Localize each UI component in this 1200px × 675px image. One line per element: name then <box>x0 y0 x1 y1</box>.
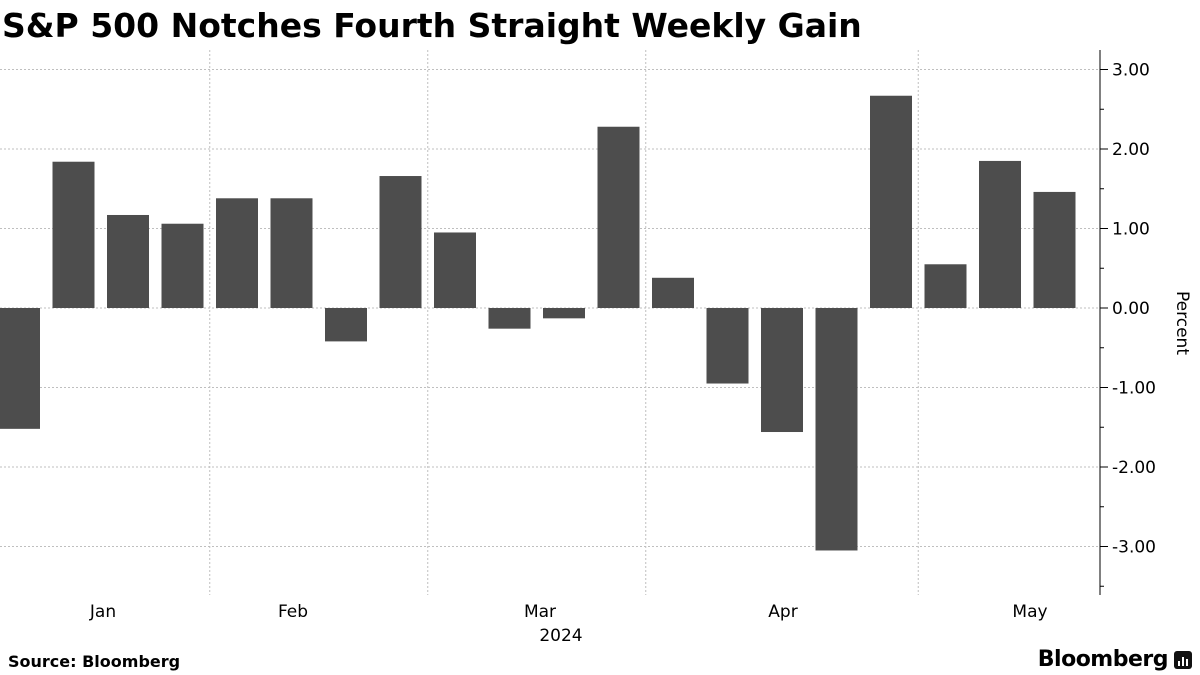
bar-2024-05-03 <box>924 264 967 308</box>
x-year-label: 2024 <box>539 626 582 646</box>
y-axis-label: Percent <box>1172 291 1192 355</box>
bar-2024-03-08 <box>488 308 531 329</box>
bar-2024-04-19 <box>815 308 858 551</box>
y-tick-label: 1.00 <box>1112 220 1150 240</box>
bar-2024-04-12 <box>761 308 803 433</box>
bar-2024-05-17 <box>1033 191 1076 308</box>
bar-2024-04-05 <box>706 308 749 384</box>
bar-2024-02-23 <box>379 176 422 308</box>
bar-2024-01-26 <box>161 223 204 308</box>
bar-2024-01-12 <box>52 161 95 308</box>
x-month-label: Jan <box>89 602 116 622</box>
x-month-label: Feb <box>278 602 308 622</box>
x-month-label: Apr <box>768 602 797 622</box>
bar-2024-02-16 <box>325 308 367 342</box>
y-tick-label: -2.00 <box>1112 458 1156 478</box>
gridlines <box>0 50 1100 595</box>
bar-2024-02-09 <box>270 198 313 308</box>
x-month-label: Mar <box>524 602 556 622</box>
bar-2024-03-28 <box>652 277 694 308</box>
bar-2024-05-10 <box>979 160 1021 308</box>
bloomberg-logo: Bloomberg <box>1038 647 1192 673</box>
y-tick-label: -1.00 <box>1112 379 1156 399</box>
bars <box>0 95 1076 551</box>
bar-2024-01-19 <box>107 214 149 308</box>
source-note: Source: Bloomberg <box>8 652 181 671</box>
x-month-label: May <box>1012 602 1047 622</box>
bar-2024-03-22 <box>597 126 640 309</box>
y-axis: 3.00 2.00 1.00 0.00 -1.00 -2.00 -3.00 <box>1099 50 1156 595</box>
bar-2024-04-26 <box>870 95 912 308</box>
bar-2024-03-15 <box>543 308 585 319</box>
bar-2024-03-01 <box>434 232 476 308</box>
chart-title: S&P 500 Notches Fourth Straight Weekly G… <box>2 6 862 45</box>
y-tick-label: 0.00 <box>1112 299 1150 319</box>
bar-2024-01-05 <box>0 308 40 429</box>
y-tick-label: 2.00 <box>1112 140 1150 160</box>
y-tick-label: -3.00 <box>1112 538 1156 558</box>
chart-bars-icon <box>1174 651 1192 669</box>
y-tick-label: 3.00 <box>1112 61 1150 81</box>
brand-name: Bloomberg <box>1037 647 1169 672</box>
bar-2024-02-02 <box>216 198 258 308</box>
x-axis-labels: Jan Feb Mar Apr May 2024 <box>89 602 1048 646</box>
